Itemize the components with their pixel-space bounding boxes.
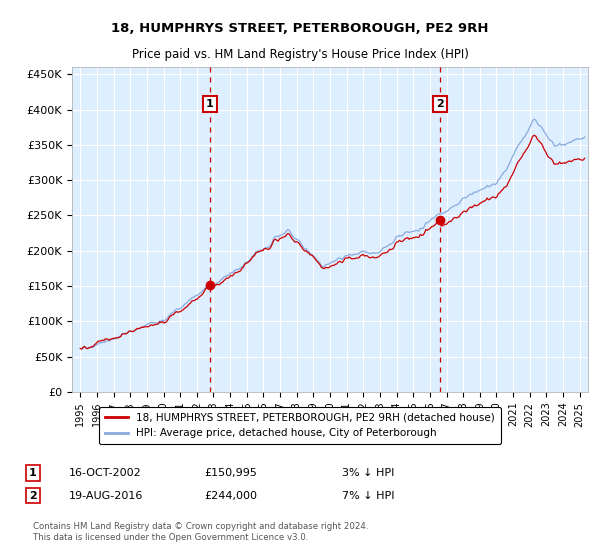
- Text: 2: 2: [29, 491, 37, 501]
- Text: Price paid vs. HM Land Registry's House Price Index (HPI): Price paid vs. HM Land Registry's House …: [131, 48, 469, 60]
- Text: 3% ↓ HPI: 3% ↓ HPI: [342, 468, 394, 478]
- Text: 1: 1: [29, 468, 37, 478]
- Text: £150,995: £150,995: [204, 468, 257, 478]
- Text: 19-AUG-2016: 19-AUG-2016: [69, 491, 143, 501]
- Text: 7% ↓ HPI: 7% ↓ HPI: [342, 491, 395, 501]
- Text: £244,000: £244,000: [204, 491, 257, 501]
- Text: 1: 1: [206, 99, 214, 109]
- Text: 18, HUMPHRYS STREET, PETERBOROUGH, PE2 9RH: 18, HUMPHRYS STREET, PETERBOROUGH, PE2 9…: [111, 22, 489, 35]
- Text: 16-OCT-2002: 16-OCT-2002: [69, 468, 142, 478]
- Text: Contains HM Land Registry data © Crown copyright and database right 2024.
This d: Contains HM Land Registry data © Crown c…: [33, 522, 368, 542]
- Legend: 18, HUMPHRYS STREET, PETERBOROUGH, PE2 9RH (detached house), HPI: Average price,: 18, HUMPHRYS STREET, PETERBOROUGH, PE2 9…: [99, 407, 501, 445]
- Text: 2: 2: [436, 99, 444, 109]
